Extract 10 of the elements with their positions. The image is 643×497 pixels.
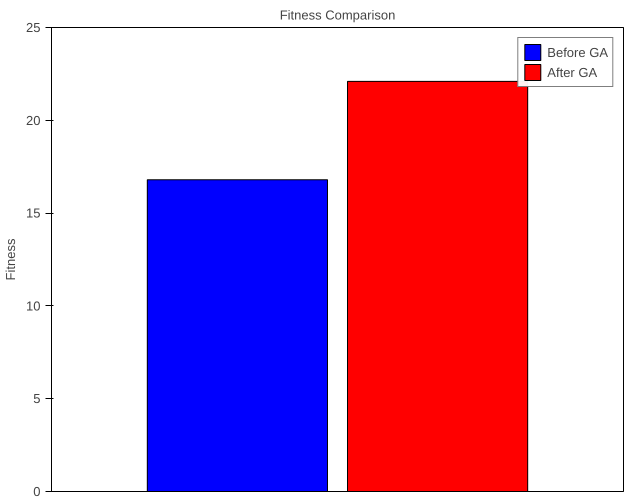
y-tick-label: 15: [26, 206, 41, 221]
y-axis-title: Fitness: [3, 238, 18, 280]
y-tick-label: 20: [26, 112, 41, 128]
y-tick-label: 25: [26, 20, 41, 35]
y-tick-label: 5: [33, 391, 41, 406]
legend-label: Before GA: [547, 44, 608, 60]
legend-label: After GA: [547, 64, 598, 80]
chart-title: Fitness Comparison: [280, 8, 396, 22]
y-tick-label: 10: [26, 298, 41, 314]
y-tick-label: 0: [33, 484, 41, 497]
